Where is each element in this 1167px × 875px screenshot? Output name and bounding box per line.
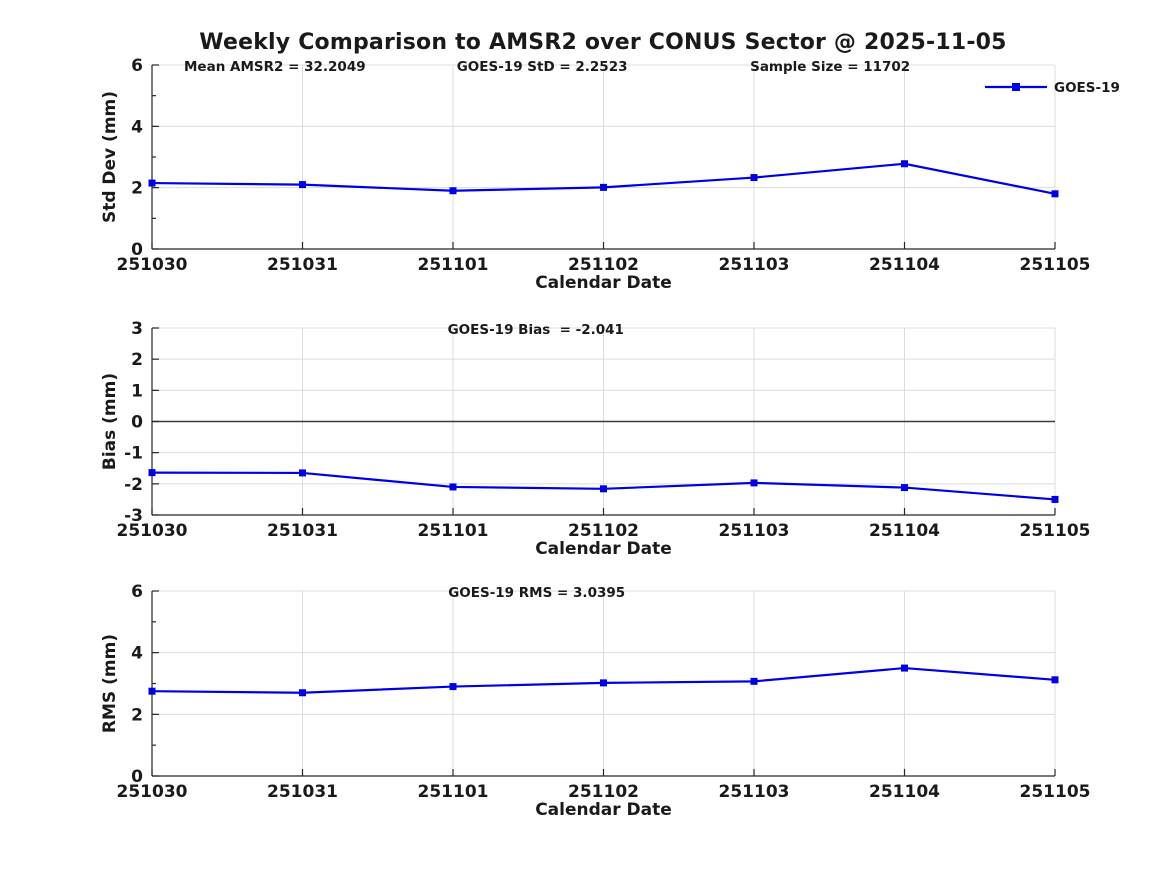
legend-label: GOES-19 [1054, 80, 1120, 96]
data-point-marker [750, 677, 758, 685]
x-tick-label: 251104 [869, 521, 940, 541]
y-tick-label: 0 [131, 767, 143, 787]
data-point-marker [750, 479, 758, 487]
annotation: Sample Size = 11702 [750, 59, 910, 75]
figure-title: Weekly Comparison to AMSR2 over CONUS Se… [199, 30, 1007, 55]
data-point-marker [148, 687, 156, 695]
x-tick-label: 251101 [418, 782, 489, 802]
y-tick-label: 6 [131, 582, 143, 602]
data-point-marker [1051, 676, 1059, 684]
y-tick-label: 4 [131, 117, 143, 137]
x-tick-label: 251030 [117, 782, 188, 802]
y-tick-label: 2 [131, 350, 143, 370]
data-point-marker [449, 483, 457, 491]
data-point-marker [148, 179, 156, 187]
x-tick-label: 251031 [267, 521, 338, 541]
y-axis-label: Bias (mm) [100, 373, 120, 470]
x-tick-label: 251031 [267, 782, 338, 802]
x-axis-label: Calendar Date [535, 800, 672, 820]
bias-chart: -3 -2 -1 0 1 2 3 251030 251031 251101 251102 251103… [100, 319, 1090, 559]
data-point-marker [600, 183, 607, 191]
y-tick-label: 0 [131, 413, 143, 433]
y-axis-label: RMS (mm) [100, 634, 120, 733]
legend: GOES-19 [985, 80, 1120, 96]
annotation: GOES-19 Bias = -2.041 [448, 322, 624, 338]
x-tick-label: 251031 [267, 255, 338, 275]
x-tick-label: 251102 [568, 521, 639, 541]
legend-marker-sample [1012, 83, 1020, 91]
data-point-marker [449, 187, 457, 195]
annotation: GOES-19 RMS = 3.0395 [448, 585, 625, 601]
data-point-marker [1051, 190, 1059, 198]
x-axis-label: Calendar Date [535, 539, 672, 559]
x-axis-label: Calendar Date [535, 273, 672, 293]
data-point-marker [750, 174, 758, 182]
annotation: Mean AMSR2 = 32.2049 [184, 59, 366, 75]
data-point-marker [299, 469, 306, 477]
y-tick-label: -2 [124, 475, 143, 495]
x-tick-label: 251105 [1020, 255, 1091, 275]
x-tick-label: 251030 [117, 521, 188, 541]
x-tick-label: 251105 [1020, 521, 1091, 541]
data-point-marker [901, 160, 908, 168]
data-point-marker [148, 469, 156, 477]
y-tick-label: 6 [131, 56, 143, 76]
y-tick-label: -3 [124, 506, 143, 526]
y-tick-label: 4 [131, 644, 143, 664]
data-point-marker [600, 485, 607, 493]
x-tick-label: 251101 [418, 255, 489, 275]
y-tick-label: 2 [131, 705, 143, 725]
data-point-marker [901, 664, 908, 672]
data-point-marker [600, 679, 607, 687]
data-point-marker [299, 181, 306, 189]
y-tick-label: 2 [131, 179, 143, 199]
rms-chart: 0 2 4 6 251030 251031 251101 251102 251103 251104… [100, 582, 1090, 820]
y-axis-label: Std Dev (mm) [100, 91, 120, 223]
x-tick-label: 251102 [568, 782, 639, 802]
data-point-marker [299, 689, 306, 697]
annotation: GOES-19 StD = 2.2523 [457, 59, 628, 75]
y-tick-label: 0 [131, 240, 143, 260]
x-tick-label: 251105 [1020, 782, 1091, 802]
data-point-marker [449, 683, 457, 691]
x-tick-label: 251030 [117, 255, 188, 275]
x-tick-label: 251101 [418, 521, 489, 541]
data-point-marker [1051, 495, 1059, 503]
y-tick-label: -1 [124, 444, 143, 464]
x-tick-label: 251104 [869, 255, 940, 275]
x-tick-label: 251103 [719, 521, 790, 541]
x-tick-label: 251103 [719, 782, 790, 802]
x-tick-label: 251102 [568, 255, 639, 275]
data-point-marker [901, 484, 908, 492]
y-tick-label: 3 [131, 319, 143, 339]
x-tick-label: 251104 [869, 782, 940, 802]
stddev-chart: 0 2 4 6 251030 251031 251101 251102 251103 251104… [100, 56, 1120, 293]
x-tick-label: 251103 [719, 255, 790, 275]
y-tick-label: 1 [131, 381, 143, 401]
